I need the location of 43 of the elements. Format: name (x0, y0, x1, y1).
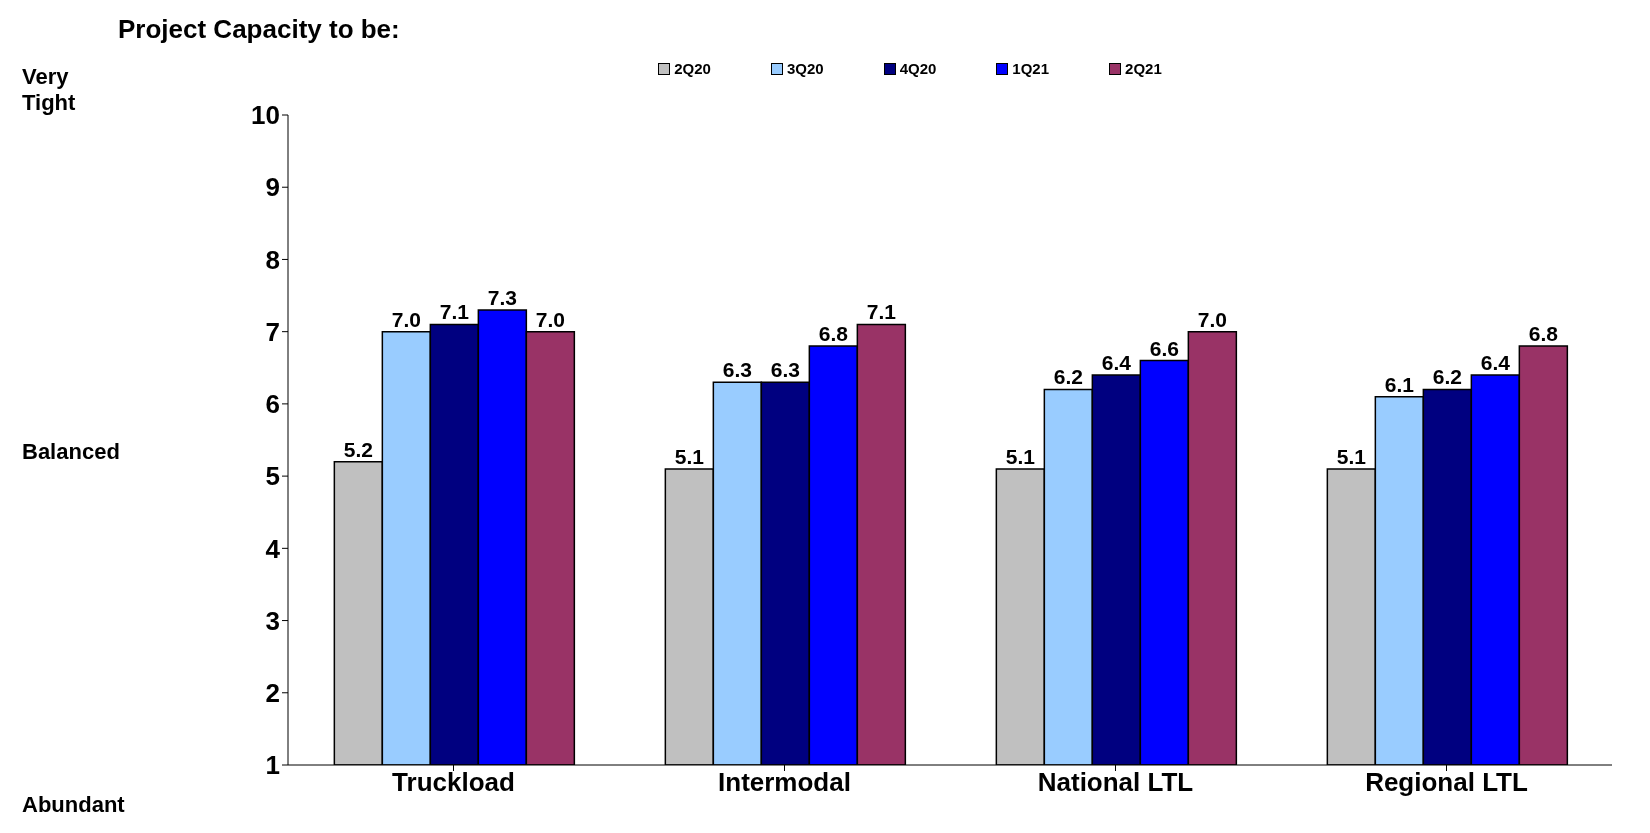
text: Very Tight (22, 64, 77, 116)
data-label: 6.3 (770, 358, 800, 382)
x-tick-label: National LTL (1037, 767, 1194, 798)
y-tick-label: 7 (265, 316, 280, 347)
chart-title: Project Capacity to be: (118, 14, 400, 45)
y-tick-label: 3 (265, 605, 280, 636)
data-label: 5.1 (674, 444, 705, 468)
data-label: 5.2 (343, 437, 373, 461)
legend-label: 1Q21 (1012, 60, 1050, 77)
y-tick-label: 5 (265, 461, 280, 492)
x-tick-label: Intermodal (718, 767, 851, 798)
y-tick-label: 4 (265, 533, 281, 564)
y-tick-label: 10 (251, 100, 280, 131)
data-label: 6.3 (722, 358, 752, 382)
data-label: 6.4 (1480, 351, 1511, 374)
y-tick-label: 8 (265, 244, 280, 275)
data-label: 6.6 (1149, 336, 1179, 360)
y-tick-label: 6 (265, 389, 280, 420)
data-label: 6.2 (1053, 365, 1083, 389)
data-label: 5.1 (1336, 444, 1367, 468)
text: Balanced (22, 438, 120, 465)
data-label: 7.0 (535, 307, 565, 331)
data-label: 6.1 (1384, 372, 1415, 396)
legend-label: 4Q20 (899, 60, 937, 77)
data-label: 7.0 (1197, 307, 1227, 331)
legend-label: 2Q21 (1125, 60, 1162, 77)
text: Abundant (22, 792, 125, 819)
data-label: 7.3 (487, 286, 517, 309)
y-tick-label: 9 (265, 172, 280, 203)
y-tick-label: 1 (265, 750, 280, 781)
data-label: 6.8 (818, 322, 849, 346)
y-tick-label: 2 (265, 678, 280, 709)
data-label: 5.1 (1005, 444, 1036, 468)
data-label: 6.4 (1101, 351, 1132, 374)
legend-label: 3Q20 (786, 60, 824, 77)
data-label: 7.1 (866, 300, 897, 324)
data-label: 7.1 (439, 300, 470, 324)
x-tick-label: Truckload (392, 767, 515, 798)
data-label: 6.2 (1432, 365, 1462, 389)
legend-label: 2Q20 (674, 60, 711, 77)
data-label: 6.8 (1528, 322, 1559, 346)
data-label: 7.0 (391, 307, 421, 331)
x-tick-label: Regional LTL (1365, 767, 1528, 798)
